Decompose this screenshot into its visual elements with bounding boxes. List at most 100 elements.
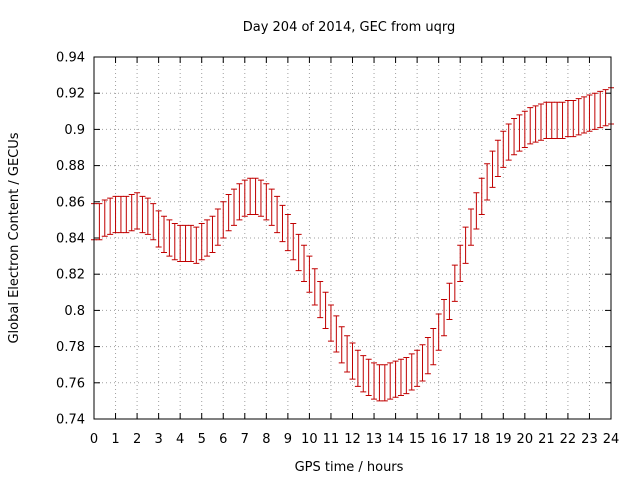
y-tick-label: 0.82 [56, 268, 85, 283]
data-point-errorbar [257, 179, 264, 217]
data-point-errorbar [441, 299, 448, 337]
data-point-errorbar [586, 94, 593, 132]
data-point-errorbar [231, 188, 238, 226]
data-point-errorbar [134, 192, 141, 230]
data-point-errorbar [381, 364, 388, 402]
data-point-errorbar [430, 328, 437, 366]
data-point-errorbar [365, 358, 372, 396]
x-tick-label: 1 [111, 432, 119, 447]
data-point-errorbar [155, 210, 162, 248]
data-point-errorbar [220, 201, 227, 239]
data-point-errorbar [414, 349, 421, 387]
x-tick-label: 22 [560, 432, 577, 447]
data-point-errorbar [602, 89, 609, 127]
x-tick-label: 8 [262, 432, 270, 447]
x-tick-label: 20 [517, 432, 534, 447]
data-point-errorbar [128, 194, 135, 232]
x-tick-label: 4 [176, 432, 184, 447]
data-point-errorbar [581, 96, 588, 134]
plot-frame [93, 56, 612, 420]
y-tick-label: 0.74 [56, 413, 85, 428]
data-point-errorbar [295, 233, 302, 272]
x-tick-label: 3 [154, 432, 162, 447]
data-point-errorbar [177, 224, 184, 263]
data-point-errorbar [241, 179, 248, 217]
data-point-errorbar [564, 99, 571, 138]
y-tick-label: 0.94 [56, 51, 85, 66]
data-point-errorbar [570, 99, 577, 138]
data-point-errorbar [559, 101, 566, 139]
data-point-errorbar [161, 215, 168, 253]
data-point-errorbar [505, 123, 512, 161]
x-tick-label: 16 [430, 432, 447, 447]
x-tick-label: 18 [473, 432, 490, 447]
data-point-errorbar [500, 130, 507, 168]
data-point-errorbar [548, 101, 555, 139]
data-point-errorbar [478, 177, 485, 215]
data-point-errorbar [204, 219, 211, 257]
data-point-errorbar [424, 337, 431, 375]
data-point-errorbar [338, 326, 345, 364]
y-tick-label: 0.86 [56, 195, 85, 210]
data-point-errorbar [301, 244, 308, 282]
data-point-errorbar [484, 163, 491, 201]
data-point-errorbar [397, 358, 404, 396]
data-point-errorbar [527, 107, 534, 145]
data-point-errorbar [532, 105, 539, 143]
data-point-errorbar [511, 118, 518, 156]
x-tick-label: 10 [301, 432, 318, 447]
y-tick-label: 0.88 [56, 159, 85, 174]
x-tick-label: 21 [538, 432, 555, 447]
data-point-errorbar [403, 356, 410, 395]
data-point-errorbar [376, 364, 383, 402]
data-point-errorbar [392, 360, 399, 398]
x-tick-label: 14 [387, 432, 404, 447]
x-tick-label: 15 [409, 432, 426, 447]
x-tick-labels: 0 1 2 3 4 5 6 7 8 9 10 11 12 13 14 15 16 17 18 19 20 21 22 23 24 [90, 432, 619, 447]
data-point-errorbar [462, 226, 469, 264]
data-point-errorbar [107, 197, 114, 235]
y-tick-label: 0.76 [56, 376, 85, 391]
data-point-errorbar [419, 344, 426, 382]
x-tick-label: 24 [603, 432, 620, 447]
x-tick-label: 2 [133, 432, 141, 447]
data-point-errorbar [252, 177, 259, 215]
x-tick-label: 12 [344, 432, 361, 447]
x-tick-label: 5 [198, 432, 206, 447]
data-point-errorbar [247, 177, 254, 215]
data-point-errorbar [268, 188, 275, 226]
data-point-errorbar [150, 203, 157, 241]
data-point-errorbar [225, 194, 232, 232]
x-tick-label: 0 [90, 432, 98, 447]
y-tick-label: 0.8 [64, 304, 85, 319]
data-point-errorbar [317, 280, 324, 319]
data-point-errorbar [516, 114, 523, 152]
y-tick-label: 0.84 [56, 232, 85, 247]
data-series [91, 87, 614, 402]
data-point-errorbar [360, 355, 367, 393]
data-point-errorbar [537, 103, 544, 141]
data-point-errorbar [349, 342, 356, 380]
x-tick-label: 17 [452, 432, 469, 447]
data-point-errorbar [117, 195, 124, 234]
x-tick-label: 13 [366, 432, 383, 447]
data-point-errorbar [333, 315, 340, 353]
data-point-errorbar [387, 362, 394, 400]
data-point-errorbar [274, 195, 281, 234]
data-point-errorbar [182, 224, 189, 263]
chart-title: Day 204 of 2014, GEC from uqrg [243, 20, 456, 35]
data-point-errorbar [166, 219, 173, 257]
data-point-errorbar [96, 203, 103, 241]
data-point-errorbar [457, 244, 464, 282]
data-point-errorbar [575, 98, 582, 136]
x-tick-label: 19 [495, 432, 512, 447]
data-point-errorbar [193, 226, 200, 264]
data-point-errorbar [187, 224, 194, 263]
data-point-errorbar [209, 215, 216, 253]
data-point-errorbar [263, 183, 270, 221]
y-axis-label: Global Electron Content / GECUs [7, 132, 22, 343]
data-point-errorbar [139, 195, 146, 234]
data-point-errorbar [473, 192, 480, 230]
y-tick-labels: 0.74 0.76 0.78 0.8 0.82 0.84 0.86 0.88 0.9 0.92 0.… [56, 51, 85, 428]
data-point-errorbar [327, 304, 334, 342]
